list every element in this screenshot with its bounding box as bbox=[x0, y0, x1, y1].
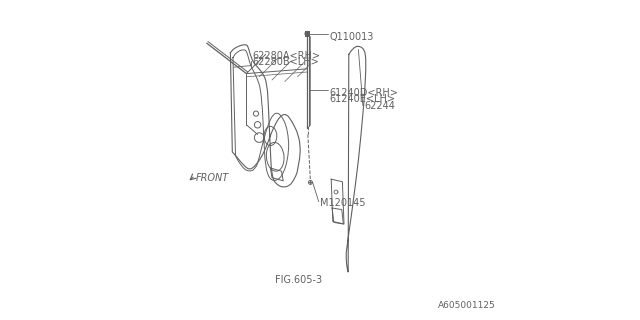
Text: 62280A<RH>: 62280A<RH> bbox=[253, 51, 321, 61]
Text: 61240D<RH>: 61240D<RH> bbox=[330, 88, 399, 98]
Text: 61240E<LH>: 61240E<LH> bbox=[330, 93, 396, 104]
Text: FIG.605-3: FIG.605-3 bbox=[275, 275, 323, 285]
Text: FRONT: FRONT bbox=[196, 172, 229, 183]
Text: 62280B<LH>: 62280B<LH> bbox=[253, 57, 319, 67]
Text: 62244: 62244 bbox=[365, 100, 396, 111]
Text: M120145: M120145 bbox=[320, 198, 365, 208]
Text: Q110013: Q110013 bbox=[330, 32, 374, 42]
Text: A605001125: A605001125 bbox=[438, 301, 496, 310]
